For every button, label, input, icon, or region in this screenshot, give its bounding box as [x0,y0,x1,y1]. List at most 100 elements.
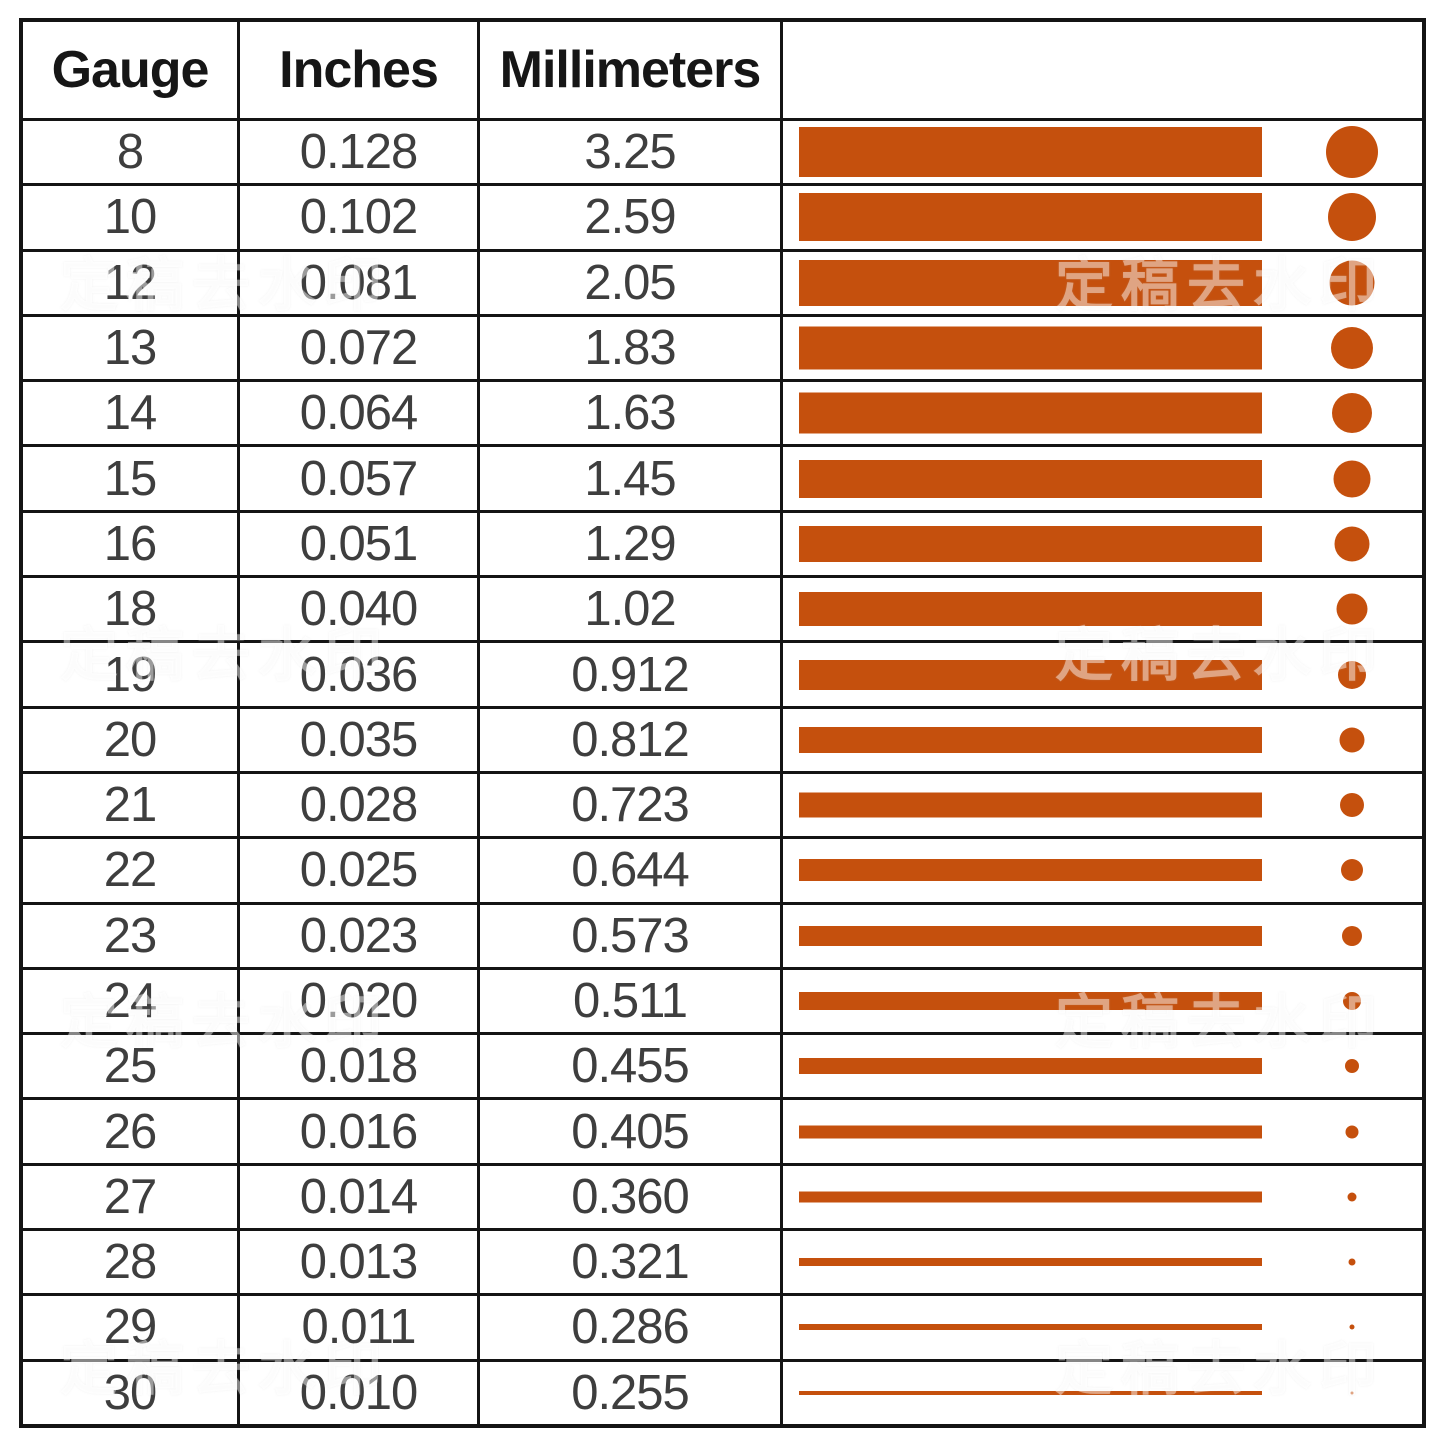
inches-cell: 0.051 [240,512,480,576]
millimeters-cell: 0.286 [480,1296,783,1359]
wire-dot [1331,327,1373,370]
gauge-cell: 10 [23,186,240,249]
gauge-cell: 21 [23,773,240,837]
wire-size-cell [783,447,1422,509]
inches-cell: 0.014 [240,1165,480,1229]
wire-bar [799,525,1262,562]
gauge-cell: 12 [23,251,240,314]
wire-bar [799,992,1262,1010]
wire-dot [1336,593,1368,625]
millimeters-cell: 2.59 [480,186,783,249]
header-millimeters: Millimeters [480,22,783,118]
inches-cell: 0.040 [240,578,480,641]
table-row: 24 0.020 0.511 [23,969,1422,1036]
millimeters-cell: 0.360 [480,1165,783,1229]
wire-size-cell [783,709,1422,771]
table-row: 30 0.010 0.255 [23,1361,1422,1424]
inches-cell: 0.128 [240,121,480,184]
wire-bar [799,259,1262,306]
gauge-cell: 28 [23,1231,240,1294]
millimeters-cell: 2.05 [480,251,783,314]
table-row: 15 0.057 1.45 [23,447,1422,513]
millimeters-cell: 3.25 [480,121,783,184]
gauge-cell: 29 [23,1296,240,1359]
wire-size-cell [783,905,1422,967]
gauge-cell: 24 [23,969,240,1033]
gauge-cell: 26 [23,1100,240,1163]
millimeters-cell: 1.63 [480,382,783,445]
inches-cell: 0.064 [240,382,480,445]
table-row: 14 0.064 1.63 [23,382,1422,448]
header-size-visual [783,22,1422,118]
table-row: 20 0.035 0.812 [23,708,1422,774]
wire-size-cell [783,1362,1422,1424]
wire-dot [1333,460,1371,498]
wire-dot [1347,1192,1357,1202]
table-row: 13 0.072 1.83 [23,316,1422,383]
wire-dot [1329,260,1375,306]
millimeters-cell: 1.02 [480,578,783,641]
gauge-cell: 22 [23,839,240,902]
wire-size-cell [783,382,1422,444]
table-row: 23 0.023 0.573 [23,904,1422,970]
table-row: 12 0.081 2.05 [23,251,1422,317]
wire-bar [799,127,1262,178]
table-row: 27 0.014 0.360 [23,1165,1422,1232]
table-row: 18 0.040 1.02 [23,578,1422,644]
wire-size-cell [783,513,1422,575]
inches-cell: 0.028 [240,773,480,837]
wire-bar [799,1258,1262,1267]
wire-bar [799,859,1262,882]
millimeters-cell: 0.455 [480,1035,783,1098]
header-inches: Inches [240,22,480,118]
inches-cell: 0.011 [240,1296,480,1359]
gauge-cell: 30 [23,1361,240,1424]
wire-size-cell [783,1296,1422,1358]
wire-size-cell [783,1166,1422,1228]
wire-size-cell [783,643,1422,705]
wire-bar [799,392,1262,434]
wire-bar [799,659,1262,690]
gauge-cell: 13 [23,316,240,380]
millimeters-cell: 0.573 [480,904,783,967]
wire-size-cell [783,839,1422,901]
wire-bar [799,326,1262,370]
inches-cell: 0.013 [240,1231,480,1294]
inches-cell: 0.072 [240,316,480,380]
wire-dot [1343,992,1361,1010]
gauge-cell: 19 [23,643,240,706]
wire-size-cell [783,186,1422,248]
gauge-table: Gauge Inches Millimeters 8 0.128 3.25 10 0.1… [19,18,1426,1428]
wire-bar [799,1125,1262,1139]
header-gauge: Gauge [23,22,240,118]
gauge-cell: 15 [23,447,240,510]
gauge-cell: 18 [23,578,240,641]
table-row: 19 0.036 0.912 [23,643,1422,709]
inches-cell: 0.010 [240,1361,480,1424]
wire-size-cell [783,317,1422,379]
gauge-cell: 25 [23,1035,240,1098]
wire-bar [799,726,1262,753]
wire-dot [1332,393,1372,434]
wire-dot [1326,126,1378,179]
header-row: Gauge Inches Millimeters [23,22,1422,121]
wire-size-cell [783,970,1422,1032]
millimeters-cell: 0.912 [480,643,783,706]
inches-cell: 0.020 [240,969,480,1033]
inches-cell: 0.016 [240,1100,480,1163]
wire-dot [1338,660,1366,689]
millimeters-cell: 0.723 [480,773,783,837]
wire-size-cell [783,1231,1422,1293]
inches-cell: 0.035 [240,708,480,771]
table-row: 16 0.051 1.29 [23,512,1422,579]
inches-cell: 0.025 [240,839,480,902]
wire-dot [1341,859,1363,882]
wire-bar [799,1324,1262,1331]
table-row: 26 0.016 0.405 [23,1100,1422,1166]
millimeters-cell: 1.83 [480,316,783,380]
gauge-cell: 27 [23,1165,240,1229]
wire-dot [1328,193,1376,242]
inches-cell: 0.023 [240,904,480,967]
wire-dot [1349,1324,1355,1330]
gauge-cell: 23 [23,904,240,967]
